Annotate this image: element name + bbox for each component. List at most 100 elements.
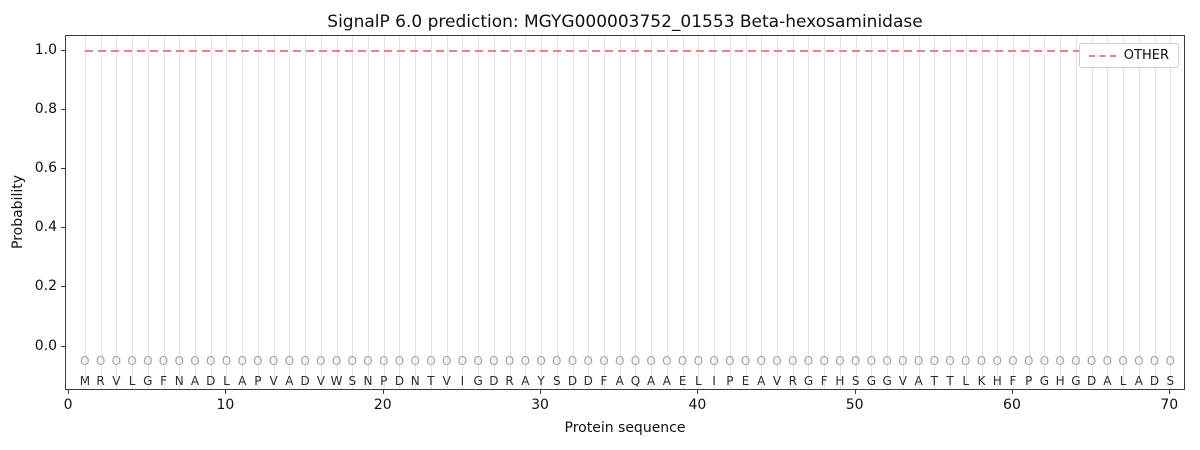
residue-letter: A [1103, 373, 1112, 388]
predicted-label-char: O [850, 354, 861, 369]
residue-letter: D [583, 373, 593, 388]
predicted-label-char: O [536, 354, 546, 369]
x-tick-mark [1169, 390, 1171, 394]
x-tick-label: 40 [688, 397, 707, 413]
predicted-label-char: O [819, 354, 829, 369]
residue-gridline [1044, 36, 1046, 389]
residue-gridline [761, 36, 763, 389]
residue-gridline [305, 36, 307, 389]
residue-gridline [871, 36, 873, 389]
predicted-label-char: O [1118, 354, 1128, 369]
residue-gridline [997, 36, 999, 389]
residue-gridline [100, 36, 102, 389]
residue-letter: G [1039, 373, 1050, 388]
residue-letter: G [803, 373, 814, 388]
residue-gridline [163, 36, 165, 389]
predicted-label-char: O [1134, 354, 1144, 369]
residue-letter: D [567, 373, 578, 388]
residue-letter: V [112, 373, 121, 388]
residue-letter: A [647, 373, 656, 388]
y-tick-label: 0.0 [34, 337, 57, 354]
predicted-label-char: O [614, 354, 625, 369]
predicted-label-char: O [646, 354, 656, 369]
x-tick-label: 20 [373, 397, 392, 413]
predicted-label-char: O [1071, 354, 1081, 369]
residue-gridline [147, 36, 149, 389]
residue-gridline [399, 36, 401, 389]
residue-gridline [1154, 36, 1156, 389]
legend-dashed-line-sample [1088, 54, 1116, 57]
predicted-label-char: O [520, 354, 531, 369]
residue-gridline [493, 36, 495, 389]
predicted-label-char: O [300, 354, 310, 369]
residue-letter: D [1086, 373, 1097, 388]
predicted-label-char: O [630, 354, 641, 369]
residue-letter: A [190, 373, 200, 388]
residue-letter: S [851, 373, 860, 388]
predicted-label-char: O [1023, 354, 1034, 369]
residue-gridline [682, 36, 684, 389]
residue-letter: Y [537, 373, 545, 388]
predicted-label-char: O [80, 354, 90, 369]
predicted-label-char: O [898, 354, 908, 369]
predicted-label-char: O [1149, 354, 1160, 369]
y-tick-mark [61, 227, 65, 229]
residue-gridline [541, 36, 543, 389]
residue-gridline [257, 36, 259, 389]
predicted-label-char: O [504, 354, 515, 369]
residue-gridline [1138, 36, 1140, 389]
predicted-label-char: O [379, 354, 389, 369]
y-tick-label: 0.8 [34, 100, 57, 117]
predicted-label-char: O [158, 354, 169, 369]
residue-letter: G [473, 373, 483, 388]
residue-letter: V [269, 373, 278, 388]
residue-gridline [1107, 36, 1109, 389]
residue-letter: F [160, 373, 167, 388]
residue-letter: P [254, 373, 262, 388]
legend: OTHER [1078, 43, 1179, 68]
residue-letter: L [128, 373, 136, 388]
residue-gridline [556, 36, 558, 389]
residue-letter: L [223, 373, 230, 388]
residue-gridline [619, 36, 621, 389]
predicted-label-char: O [882, 354, 892, 369]
residue-letter: S [348, 373, 357, 388]
x-tick-mark [540, 390, 542, 394]
residue-gridline [918, 36, 920, 389]
x-tick-mark [68, 390, 70, 394]
legend-label-other: OTHER [1123, 48, 1169, 63]
residue-letter: L [1119, 373, 1127, 388]
residue-letter: H [992, 373, 1002, 388]
residue-letter: A [521, 373, 530, 388]
residue-gridline [132, 36, 134, 389]
residue-gridline [981, 36, 983, 389]
predicted-label-char: O [190, 354, 200, 369]
residue-gridline [478, 36, 480, 389]
residue-letter: A [914, 373, 923, 388]
y-tick-label: 0.6 [34, 160, 57, 177]
residue-letter: T [946, 373, 954, 388]
residue-letter: S [1166, 373, 1175, 388]
residue-gridline [839, 36, 841, 389]
predicted-label-char: O [426, 354, 436, 369]
residue-letter: A [285, 373, 294, 388]
predicted-label-char: O [567, 354, 578, 369]
residue-gridline [415, 36, 417, 389]
predicted-label-char: O [976, 354, 987, 369]
x-tick-label: 0 [63, 397, 73, 413]
residue-gridline [1028, 36, 1030, 389]
residue-letter: G [882, 373, 892, 388]
residue-gridline [368, 36, 370, 389]
residue-gridline [887, 36, 889, 389]
residue-letter: P [380, 373, 388, 388]
predicted-label-char: O [1055, 354, 1065, 369]
residue-letter: D [300, 373, 310, 388]
x-tick-label: 50 [845, 397, 864, 413]
residue-letter: I [712, 373, 716, 388]
predicted-label-char: O [143, 354, 153, 369]
y-tick-mark [61, 168, 65, 170]
predicted-label-char: O [945, 354, 955, 369]
residue-gridline [1170, 36, 1172, 389]
